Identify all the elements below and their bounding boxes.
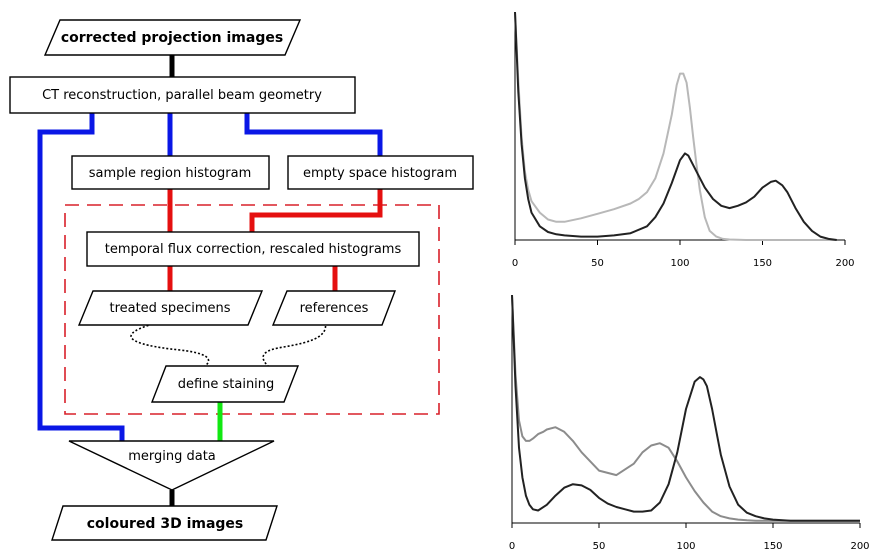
x-tick-label: 100 [676, 541, 695, 549]
histogram-series-line [511, 294, 860, 522]
histogram-series-line [511, 294, 860, 522]
staining-node: define staining [150, 365, 300, 403]
input-node: corrected projection images [43, 19, 302, 56]
flux-node: temporal flux correction, rescaled histo… [86, 231, 420, 267]
connectors [37, 55, 383, 506]
output-label: coloured 3D images [87, 516, 244, 532]
histogram-series-line [514, 11, 837, 241]
reconstruction-node: CT reconstruction, parallel beam geometr… [9, 76, 356, 114]
x-tick-label: 50 [593, 541, 606, 549]
treated-shape [77, 290, 264, 326]
blue-path-left [37, 113, 125, 441]
flux-shape [86, 231, 420, 267]
output-node: coloured 3D images [51, 505, 278, 541]
empty-hist-shape [287, 155, 474, 190]
red-path-empty [249, 189, 383, 232]
treated-node: treated specimens [77, 290, 264, 326]
empty-hist-label: empty space histogram [303, 166, 457, 181]
input-label: corrected projection images [61, 30, 283, 46]
empty-hist-node: empty space histogram [287, 155, 474, 190]
dashed-frame [64, 204, 440, 415]
references-label: references [300, 301, 369, 316]
x-tick-label: 150 [753, 258, 772, 269]
merging-shape [68, 440, 275, 491]
x-tick-label: 200 [850, 541, 869, 549]
merging-node: merging data [68, 440, 275, 491]
x-tick-label: 150 [763, 541, 782, 549]
reconstruction-label: CT reconstruction, parallel beam geometr… [42, 88, 322, 103]
staining-label: define staining [178, 377, 275, 392]
x-tick-label: 0 [509, 541, 515, 549]
x-tick-label: 0 [512, 258, 518, 269]
references-node: references [271, 290, 397, 326]
sample-hist-node: sample region histogram [71, 155, 270, 190]
reconstruction-shape [9, 76, 356, 114]
dotted-link-references [262, 321, 327, 367]
x-tick-label: 200 [835, 258, 854, 269]
dotted-link-treated [130, 321, 210, 367]
histogram-chart-top: 0 50 100 150 200 [512, 11, 855, 269]
merging-label: merging data [128, 449, 216, 464]
x-tick-label: 100 [670, 258, 689, 269]
x-tick-label: 50 [591, 258, 604, 269]
staining-shape [150, 365, 300, 403]
blue-path-right [244, 113, 383, 156]
histogram-chart-bottom: 0 50 100 150 200 [509, 294, 869, 549]
input-shape [43, 19, 302, 56]
histogram-series-line [514, 11, 837, 241]
sample-hist-label: sample region histogram [89, 166, 252, 181]
flux-label: temporal flux correction, rescaled histo… [105, 242, 402, 257]
output-shape [51, 505, 278, 541]
references-shape [271, 290, 397, 326]
treated-label: treated specimens [109, 301, 230, 316]
sample-hist-shape [71, 155, 270, 190]
